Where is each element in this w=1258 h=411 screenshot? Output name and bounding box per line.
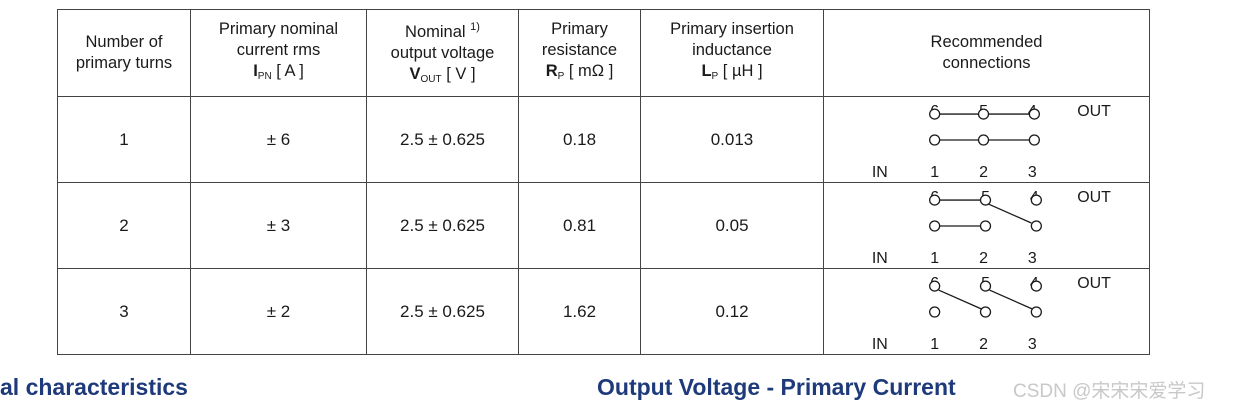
out-label: OUT — [1077, 103, 1111, 120]
pin-4 — [1028, 108, 1040, 120]
header-inductance-line2: inductance — [692, 41, 772, 59]
pin-label-3: 3 — [1028, 250, 1037, 267]
header-resistance-symbol: R — [545, 62, 558, 80]
pin-label-3: 3 — [1028, 164, 1037, 181]
connection-diagram-cell: 6 5 4 OUT IN 1 2 3 — [823, 96, 1150, 183]
header-voltage-line2: output voltage — [390, 43, 495, 62]
header-connections-line2: connections — [942, 54, 1031, 72]
header-inductance-line1: Primary insertion — [670, 20, 794, 38]
cross-link-6-2 — [938, 289, 982, 310]
pin-1 — [929, 220, 941, 232]
pin-5 — [977, 108, 990, 120]
pin-label-1: 1 — [930, 336, 939, 353]
pin-6 — [929, 108, 941, 120]
connection-diagram-2-turns: 6 5 4 OUT IN 1 2 3 — [872, 189, 1111, 267]
cell-turns: 3 — [57, 268, 191, 355]
cell-current: ± 3 — [190, 182, 367, 269]
header-current-line1: Primary nominal — [218, 20, 339, 38]
pin-label-1: 1 — [930, 250, 939, 267]
pin-3 — [1028, 134, 1040, 146]
cell-voltage: 2.5 ± 0.625 — [366, 268, 519, 355]
header-voltage-footnote: 1) — [470, 20, 480, 33]
cell-current: ± 6 — [190, 96, 367, 183]
table-row: 1 ± 6 2.5 ± 0.625 0.18 0.013 6 5 4 OUT I… — [57, 96, 1150, 183]
header-connections: Recommended connections — [823, 9, 1150, 97]
header-inductance: Primary insertion inductance LP [ µH ] — [640, 9, 824, 97]
header-turns-line2: primary turns — [75, 54, 173, 72]
cell-inductance: 0.12 — [640, 268, 824, 355]
pin-2 — [979, 220, 992, 232]
pin-5 — [979, 280, 992, 292]
header-current-symbol: I — [253, 62, 258, 80]
connection-diagram-3-turns: 6 5 4 OUT IN 1 2 3 — [872, 275, 1111, 353]
pin-1 — [929, 134, 941, 146]
header-voltage: Nominal 1) output voltage VOUT [ V ] — [366, 9, 519, 97]
cell-current: ± 2 — [190, 268, 367, 355]
header-turns: Number of primary turns — [57, 9, 191, 97]
pin-3 — [1030, 306, 1042, 318]
out-label: OUT — [1077, 189, 1111, 206]
pin-4 — [1030, 280, 1042, 292]
cell-voltage: 2.5 ± 0.625 — [366, 182, 519, 269]
table-row: 2 ± 3 2.5 ± 0.625 0.81 0.05 6 5 4 OUT IN… — [57, 182, 1150, 269]
header-voltage-symbol: V — [409, 64, 421, 83]
in-label: IN — [872, 250, 888, 267]
pin-5 — [979, 194, 992, 206]
section-caption-right: Output Voltage - Primary Current — [597, 374, 956, 400]
cell-turns: 2 — [57, 182, 191, 269]
pin-label-2: 2 — [979, 164, 988, 181]
header-resistance-line1: Primary — [551, 20, 608, 38]
pin-label-2: 2 — [979, 336, 988, 353]
header-inductance-symbol: L — [701, 62, 712, 80]
pin-3 — [1030, 220, 1042, 232]
cell-turns: 1 — [57, 96, 191, 183]
pin-1 — [929, 306, 941, 318]
connection-diagram-1-turn: 6 5 4 OUT IN 1 2 3 — [872, 103, 1111, 181]
table-row: 3 ± 2 2.5 ± 0.625 1.62 0.12 6 5 4 OUT IN… — [57, 268, 1150, 355]
pin-2 — [977, 134, 990, 146]
header-resistance-unit: [ mΩ ] — [568, 62, 614, 80]
pin-2 — [979, 306, 992, 318]
pin-6 — [929, 194, 941, 206]
header-current: Primary nominal current rms IPN [ A ] — [190, 9, 367, 97]
header-resistance-line2: resistance — [541, 41, 618, 59]
pin-4 — [1030, 194, 1042, 206]
header-resistance-sub: P — [557, 71, 565, 82]
header-current-sub: PN — [257, 71, 272, 82]
in-label: IN — [872, 164, 888, 181]
header-resistance: Primary resistance RP [ mΩ ] — [518, 9, 641, 97]
header-current-line2: current rms — [236, 41, 321, 59]
cell-inductance: 0.05 — [640, 182, 824, 269]
header-voltage-unit: [ V ] — [446, 64, 476, 83]
watermark: CSDN @宋宋宋爱学习 — [1013, 381, 1206, 402]
pin-label-2: 2 — [979, 250, 988, 267]
header-voltage-sub: OUT — [420, 73, 442, 85]
spec-table: Number of primary turns Primary nominal … — [57, 9, 1150, 355]
in-label: IN — [872, 336, 888, 353]
out-label: OUT — [1077, 275, 1111, 292]
cross-link-5-3 — [988, 203, 1032, 224]
cell-resistance: 0.81 — [518, 182, 641, 269]
header-inductance-sub: P — [711, 71, 719, 82]
cell-resistance: 0.18 — [518, 96, 641, 183]
pin-6 — [929, 280, 941, 292]
cross-link-5-3 — [989, 289, 1033, 310]
section-caption-left: al characteristics — [0, 374, 188, 400]
header-voltage-line1: Nominal — [405, 22, 466, 41]
cell-resistance: 1.62 — [518, 268, 641, 355]
connection-diagram-cell: 6 5 4 OUT IN 1 2 3 — [823, 268, 1150, 355]
connection-diagram-cell: 6 5 4 OUT IN 1 2 3 — [823, 182, 1150, 269]
pin-label-1: 1 — [930, 164, 939, 181]
header-turns-line1: Number of — [85, 33, 163, 51]
header-row: Number of primary turns Primary nominal … — [57, 9, 1150, 97]
header-current-unit: [ A ] — [276, 62, 304, 80]
header-connections-line1: Recommended — [930, 33, 1043, 51]
header-inductance-unit: [ µH ] — [722, 62, 763, 80]
cell-voltage: 2.5 ± 0.625 — [366, 96, 519, 183]
pin-label-3: 3 — [1028, 336, 1037, 353]
cell-inductance: 0.013 — [640, 96, 824, 183]
